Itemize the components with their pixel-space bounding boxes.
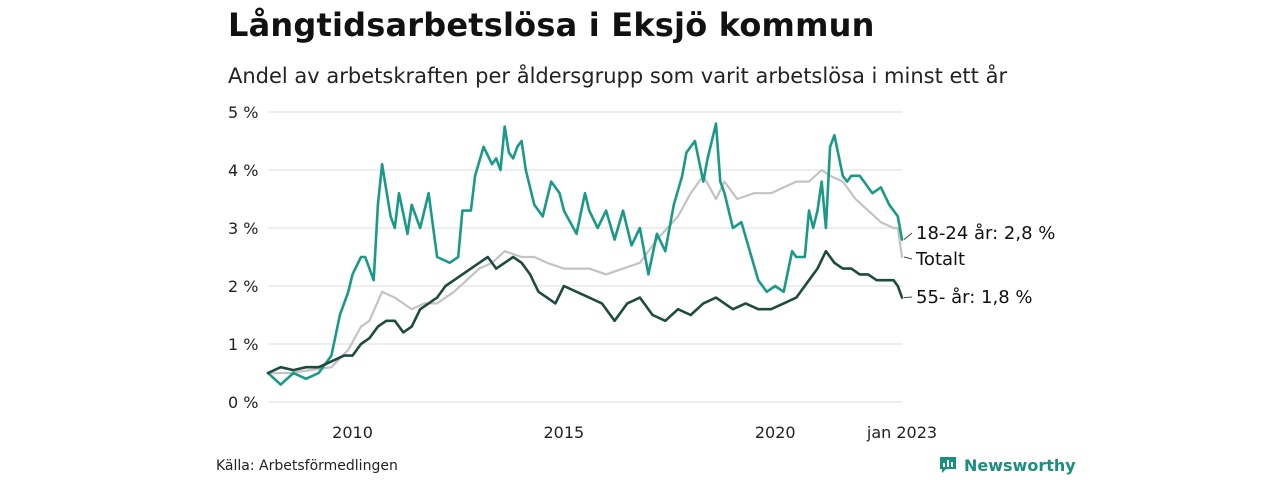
- leader-line: [903, 296, 913, 299]
- series-end-labels: Totalt 18-24 år: 2,8 % 55- år: 1,8 %: [903, 223, 1055, 308]
- newsworthy-brand[interactable]: Newsworthy: [938, 455, 1076, 475]
- x-tick-label: jan 2023: [866, 423, 937, 442]
- chart-subtitle: Andel av arbetskraften per åldersgrupp s…: [228, 64, 1008, 88]
- series-line-older: [266, 249, 904, 375]
- leader-line: [903, 256, 913, 260]
- series-label-older: 55- år: 1,8 %: [916, 287, 1032, 308]
- series-layer: [266, 122, 904, 386]
- y-tick-label: 5 %: [228, 103, 258, 122]
- grid-layer: [268, 111, 902, 403]
- x-tick-label: 2020: [755, 423, 796, 442]
- x-tick-label: 2015: [544, 423, 585, 442]
- y-tick-label: 1 %: [228, 335, 258, 354]
- series-label-total: Totalt: [915, 249, 965, 270]
- series-label-youth: 18-24 år: 2,8 %: [916, 223, 1055, 244]
- y-tick-label: 3 %: [228, 219, 258, 238]
- bar-chart-logo-icon: [940, 457, 956, 473]
- source-note: Källa: Arbetsförmedlingen: [216, 458, 398, 474]
- y-tick-label: 0 %: [228, 393, 258, 412]
- x-tick-label: 2010: [332, 423, 373, 442]
- x-axis-ticks: 2010 2015 2020 jan 2023: [332, 423, 937, 442]
- brand-name: Newsworthy: [964, 455, 1076, 475]
- series-line-total: [266, 168, 904, 375]
- y-axis-ticks: 0 % 1 % 2 % 3 % 4 % 5 %: [228, 103, 258, 412]
- leader-line: [903, 232, 913, 240]
- y-tick-label: 4 %: [228, 161, 258, 180]
- chart-title: Långtidsarbetslösa i Eksjö kommun: [228, 6, 875, 44]
- y-tick-label: 2 %: [228, 277, 258, 296]
- series-line-youth: [266, 122, 904, 386]
